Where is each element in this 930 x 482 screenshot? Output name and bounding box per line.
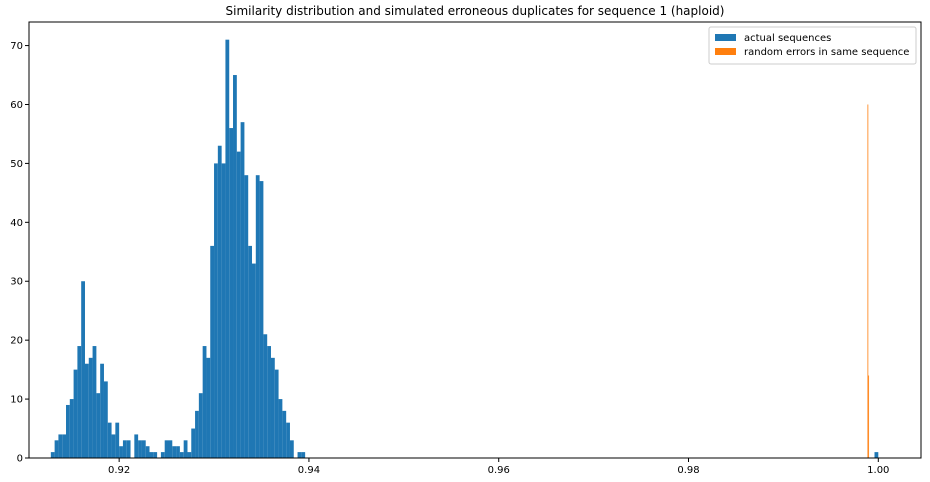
histogram-bar	[183, 440, 188, 458]
histogram-bar	[107, 422, 112, 458]
histogram-bar	[221, 163, 226, 458]
histogram-bar	[81, 281, 85, 458]
histogram-bar	[240, 122, 245, 458]
axes-layer: 0.92 0.94 0.96 0.98 1.00 0 10 20 30 40 50 60 70	[10, 21, 922, 476]
histogram-bar	[202, 346, 207, 458]
histogram-bar	[248, 245, 252, 458]
histogram-bar	[267, 346, 271, 458]
histogram-bar	[103, 381, 108, 458]
histogram-bar	[141, 440, 146, 458]
histogram-bar	[176, 446, 180, 458]
histogram-bar	[255, 175, 260, 458]
histogram-bar	[217, 145, 222, 459]
bars-layer	[50, 39, 879, 459]
histogram-bar	[122, 440, 127, 458]
histogram-bar	[289, 440, 294, 458]
legend-swatch	[715, 34, 736, 41]
histogram-bar	[164, 440, 169, 458]
y-tick-label: 60	[10, 100, 23, 111]
histogram-bar	[62, 434, 67, 458]
histogram-bar	[115, 422, 120, 458]
y-tick-label: 50	[10, 159, 23, 170]
histogram-bar	[96, 393, 101, 458]
histogram-bar	[868, 375, 870, 458]
legend-box	[708, 26, 917, 65]
histogram-bar	[229, 128, 234, 459]
histogram-bar	[84, 363, 89, 458]
y-tick-label: 40	[10, 218, 23, 229]
y-tick-label: 30	[10, 277, 23, 288]
histogram-bar	[88, 357, 93, 458]
histogram-bar	[145, 446, 150, 458]
histogram-bar	[301, 452, 306, 458]
histogram-bar	[160, 452, 165, 458]
histogram-bar	[179, 452, 184, 458]
histogram-bar	[100, 363, 104, 458]
histogram-bar	[149, 452, 154, 458]
histogram-bar	[153, 452, 158, 458]
histogram-bar	[225, 39, 230, 459]
legend-swatch	[715, 48, 736, 55]
histogram-bar	[233, 75, 237, 458]
histogram-bar	[198, 393, 203, 458]
histogram-bar	[214, 163, 218, 458]
histogram-bar	[867, 104, 869, 459]
histogram-bar	[138, 440, 142, 458]
histogram-bar	[874, 452, 879, 458]
legend: actual sequences random errors in same se…	[708, 26, 917, 65]
histogram-bar	[244, 175, 249, 458]
x-tick-label: 1.00	[867, 465, 889, 476]
plot-frame	[28, 21, 922, 459]
histogram-bar	[119, 446, 123, 458]
histogram-bar	[263, 334, 268, 458]
histogram-bar	[172, 446, 177, 458]
histogram-bar	[111, 434, 116, 458]
histogram-bar	[278, 399, 283, 458]
histogram-bar	[210, 245, 215, 458]
legend-label: actual sequences	[744, 33, 831, 44]
y-tick-label: 0	[17, 454, 23, 465]
histogram-bar	[191, 428, 196, 458]
legend-label: random errors in same sequence	[744, 47, 909, 58]
histogram-bar	[252, 263, 256, 458]
histogram-bar	[73, 369, 78, 458]
histogram-bar	[282, 410, 287, 458]
x-tick-label: 0.96	[488, 465, 510, 476]
histogram-bar	[126, 440, 131, 458]
histogram-bar	[168, 440, 173, 458]
chart-title: Similarity distribution and simulated er…	[226, 4, 725, 18]
histogram-bar	[236, 151, 241, 458]
x-tick-label: 0.92	[108, 465, 130, 476]
y-tick-label: 10	[10, 395, 23, 406]
y-tick-label: 70	[10, 41, 23, 52]
histogram-bar	[58, 434, 63, 458]
histogram-bar	[187, 452, 192, 458]
histogram-bar	[259, 181, 264, 458]
histogram-bar	[297, 452, 302, 458]
histogram-bar	[195, 410, 199, 458]
histogram-bar	[54, 440, 59, 458]
histogram-bar	[92, 346, 97, 458]
histogram-bar	[77, 346, 82, 458]
histogram-bar	[286, 422, 290, 458]
x-tick-label: 0.94	[298, 465, 320, 476]
x-tick-label: 0.98	[677, 465, 699, 476]
histogram-bar	[134, 434, 139, 458]
histogram-bar	[274, 369, 279, 458]
histogram-bar	[206, 357, 211, 458]
histogram-bar	[50, 452, 55, 458]
histogram-bar	[270, 357, 275, 458]
histogram-bar	[66, 404, 70, 458]
y-tick-label: 20	[10, 336, 23, 347]
histogram-bar	[69, 399, 74, 458]
